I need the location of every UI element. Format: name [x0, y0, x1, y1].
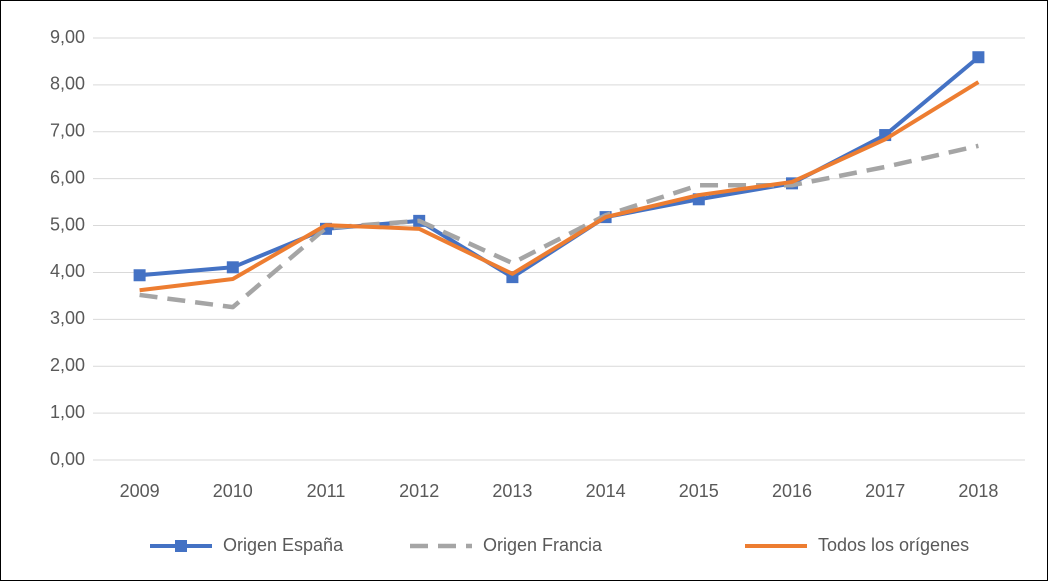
x-tick-label: 2016 [772, 481, 812, 501]
x-tick-label: 2009 [120, 481, 160, 501]
y-tick-label: 9,00 [50, 27, 85, 47]
x-tick-label: 2011 [307, 481, 346, 501]
x-tick-label: 2015 [679, 481, 719, 501]
legend-label: Todos los orígenes [818, 535, 969, 555]
y-tick-label: 8,00 [50, 74, 85, 94]
legend-label: Origen España [223, 535, 344, 555]
x-tick-label: 2013 [492, 481, 532, 501]
y-tick-label: 7,00 [50, 121, 85, 141]
x-tick-label: 2010 [213, 481, 253, 501]
y-tick-label: 4,00 [50, 261, 85, 281]
y-tick-label: 2,00 [50, 355, 85, 375]
y-tick-label: 5,00 [50, 214, 85, 234]
series-line [139, 80, 980, 293]
series-line [139, 143, 979, 310]
x-tick-label: 2018 [958, 481, 998, 501]
y-tick-label: 3,00 [50, 308, 85, 328]
y-tick-label: 0,00 [50, 449, 85, 469]
legend-marker [175, 540, 187, 552]
series-marker [133, 269, 146, 282]
y-tick-label: 1,00 [50, 402, 85, 422]
legend-label: Origen Francia [483, 535, 603, 555]
x-tick-label: 2014 [586, 481, 626, 501]
x-tick-label: 2017 [865, 481, 905, 501]
y-tick-label: 6,00 [50, 167, 85, 187]
x-tick-label: 2012 [399, 481, 439, 501]
series-marker [226, 261, 239, 274]
series-marker [972, 51, 985, 64]
